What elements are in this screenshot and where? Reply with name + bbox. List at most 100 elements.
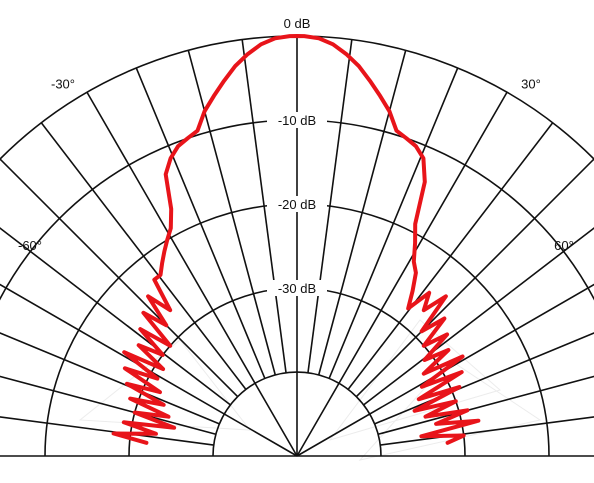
pattern-point <box>161 262 163 264</box>
pattern-point <box>422 157 424 159</box>
pattern-point <box>159 274 162 276</box>
pattern-point <box>420 435 422 437</box>
chart-labels: 0 dB-10 dB-20 dB-30 dB-90°-60°-30°30°60°… <box>18 16 574 296</box>
pattern-point <box>177 145 179 147</box>
grid-spoke <box>0 227 231 406</box>
pattern-point <box>405 137 407 139</box>
pattern-point <box>126 383 128 385</box>
pattern-point <box>414 410 416 412</box>
pattern-point <box>139 328 141 330</box>
pattern-point <box>153 279 155 281</box>
grid-spoke <box>374 332 594 425</box>
pattern-point <box>167 416 170 418</box>
pattern-point <box>163 251 165 253</box>
pattern-point <box>421 330 423 332</box>
grid-spoke <box>0 283 298 457</box>
pattern-point <box>155 433 157 435</box>
pattern-point <box>477 420 479 422</box>
pattern-point <box>443 317 445 320</box>
pattern-point <box>455 400 457 402</box>
pattern-point <box>162 354 164 356</box>
pattern-point <box>170 157 172 159</box>
pattern-point <box>332 43 334 45</box>
pattern-point <box>247 53 249 55</box>
pattern-point <box>395 130 398 132</box>
angle-tick-label: 30° <box>521 76 541 91</box>
pattern-point <box>213 95 215 97</box>
pattern-point <box>421 386 423 388</box>
pattern-point <box>169 309 171 311</box>
pattern-point <box>447 349 449 351</box>
pattern-point <box>423 345 425 347</box>
pattern-point <box>466 409 468 411</box>
radial-tick-label-bg <box>267 112 327 128</box>
pattern-point <box>170 208 172 210</box>
pattern-point <box>147 295 149 297</box>
pattern-point <box>123 421 125 423</box>
pattern-point <box>358 65 360 67</box>
angle-tick-label: -30° <box>51 76 75 91</box>
grid-spoke <box>363 227 594 406</box>
pattern-point <box>166 239 168 241</box>
radiation-pattern <box>111 34 481 445</box>
pattern-point <box>165 173 167 175</box>
pattern-point <box>414 242 416 244</box>
pattern-point <box>415 145 417 147</box>
pattern-point <box>412 290 414 292</box>
pattern-point <box>424 416 427 418</box>
pattern-point <box>173 427 175 429</box>
angle-tick-label: 60° <box>554 238 574 253</box>
pattern-point <box>204 110 206 112</box>
pattern-point <box>428 292 430 294</box>
pattern-point <box>369 80 371 82</box>
pattern-point <box>413 261 415 263</box>
pattern-point <box>289 35 291 37</box>
pattern-point <box>463 434 465 437</box>
pattern-point <box>170 227 172 229</box>
pattern-point <box>163 404 165 406</box>
pattern-point <box>196 130 199 132</box>
grid-lines <box>0 36 594 457</box>
pattern-point <box>134 411 136 414</box>
pattern-point <box>303 35 305 37</box>
pattern-point <box>418 398 420 400</box>
pattern-point <box>169 345 171 347</box>
grid-spoke <box>296 283 594 457</box>
pattern-point <box>423 359 426 361</box>
pattern-point <box>187 137 189 139</box>
pattern-point <box>423 373 425 375</box>
pattern-point <box>142 312 144 314</box>
grid-spoke <box>296 91 508 457</box>
pattern-point <box>423 309 425 311</box>
pattern-point <box>223 80 225 82</box>
grid-spoke <box>86 91 298 457</box>
grid-ring-m40 <box>212 371 382 457</box>
pattern-point <box>407 307 409 309</box>
pattern-point <box>124 367 126 369</box>
pattern-point <box>274 37 276 39</box>
pattern-point <box>446 333 448 335</box>
radial-tick-label: -30 dB <box>278 281 316 296</box>
pattern-point <box>113 432 115 435</box>
pattern-point <box>123 351 125 353</box>
angle-tick-label: -60° <box>18 238 42 253</box>
pattern-point <box>435 423 437 425</box>
pattern-point <box>162 368 164 370</box>
pattern-point <box>447 442 449 444</box>
pattern-point <box>345 53 347 55</box>
radial-tick-label-bg <box>267 280 327 296</box>
pattern-point <box>234 65 236 67</box>
pattern-point <box>458 386 460 388</box>
pattern-point <box>296 35 298 37</box>
pattern-point <box>388 110 390 112</box>
radial-tick-label: -10 dB <box>278 113 316 128</box>
pattern-point <box>462 355 464 358</box>
pattern-point <box>461 371 463 373</box>
radial-tick-label: 0 dB <box>284 16 311 31</box>
pattern-point <box>414 223 416 225</box>
pattern-point <box>165 324 167 326</box>
pattern-point <box>129 398 131 400</box>
pattern-point <box>424 181 426 183</box>
grid-spoke <box>0 332 220 425</box>
